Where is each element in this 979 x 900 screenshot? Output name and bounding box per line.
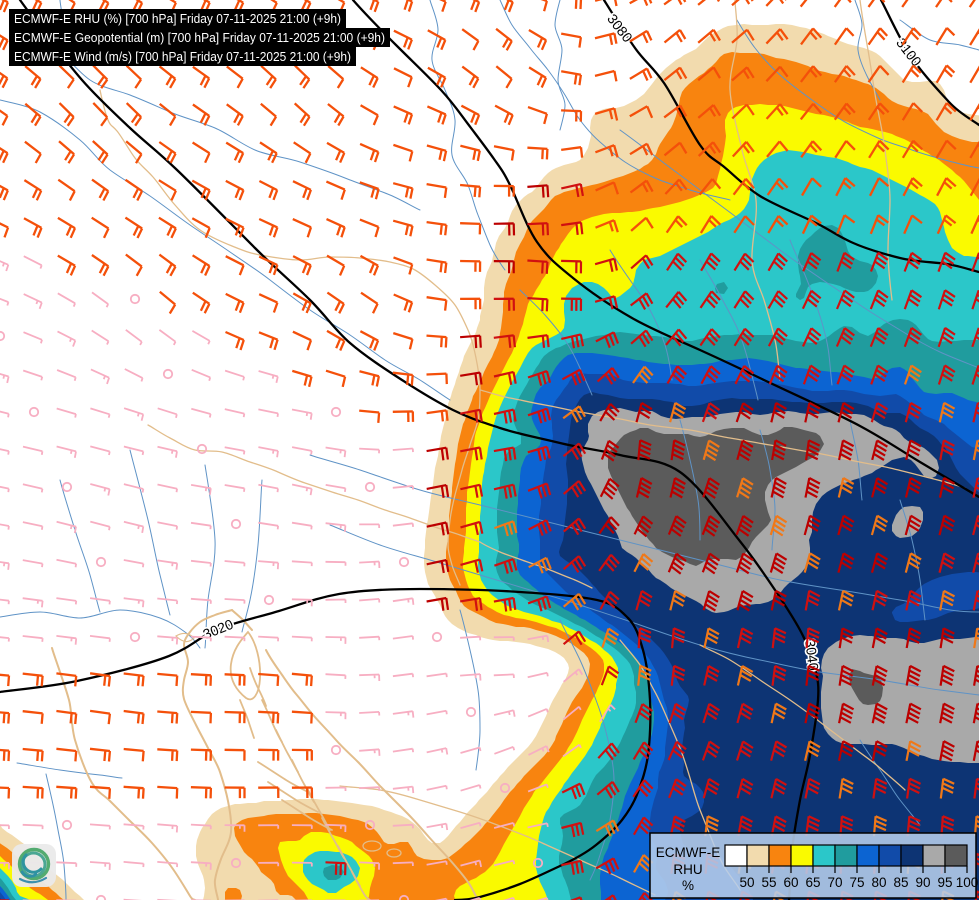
svg-text:ECMWF-E: ECMWF-E (656, 845, 721, 860)
svg-text:60: 60 (783, 875, 798, 890)
svg-text:95: 95 (937, 875, 952, 890)
svg-text:80: 80 (871, 875, 886, 890)
svg-text:90: 90 (915, 875, 930, 890)
svg-text:85: 85 (893, 875, 908, 890)
svg-text:ECMWF-E RHU (%) [700 hPa] Frid: ECMWF-E RHU (%) [700 hPa] Friday 07-11-2… (14, 11, 341, 26)
svg-text:100: 100 (956, 875, 979, 890)
svg-text:%: % (682, 878, 694, 893)
svg-text:55: 55 (761, 875, 776, 890)
svg-text:65: 65 (805, 875, 820, 890)
svg-text:ECMWF-E Geopotential (m) [700: ECMWF-E Geopotential (m) [700 hPa] Frida… (14, 30, 385, 45)
svg-text:RHU: RHU (673, 862, 702, 877)
svg-text:50: 50 (739, 875, 754, 890)
svg-text:75: 75 (849, 875, 864, 890)
svg-text:ECMWF-E Wind (m/s) [700 hPa] F: ECMWF-E Wind (m/s) [700 hPa] Friday 07-1… (14, 49, 351, 64)
svg-text:70: 70 (827, 875, 842, 890)
